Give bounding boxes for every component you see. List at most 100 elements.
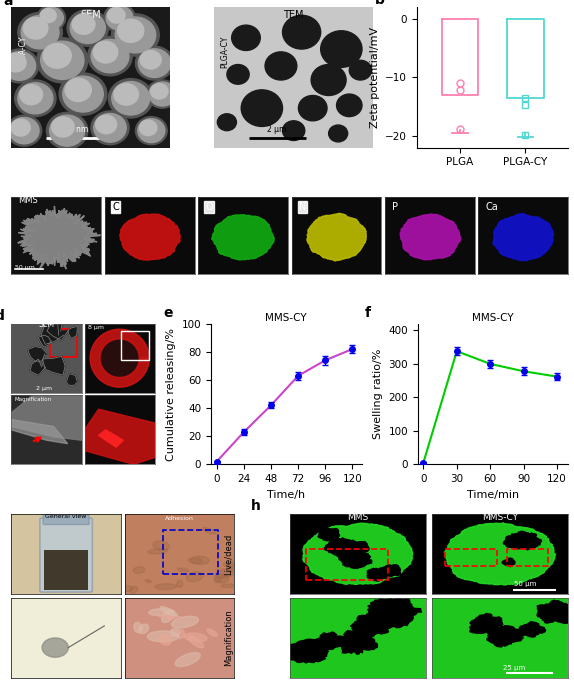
Polygon shape bbox=[506, 534, 536, 550]
Circle shape bbox=[150, 84, 168, 99]
Bar bbox=[306, 549, 388, 580]
Circle shape bbox=[9, 118, 39, 144]
FancyBboxPatch shape bbox=[43, 515, 89, 525]
Text: 50 μm: 50 μm bbox=[15, 264, 35, 270]
Text: 8 μm: 8 μm bbox=[88, 325, 104, 330]
Text: 50 μm: 50 μm bbox=[514, 582, 536, 588]
Polygon shape bbox=[470, 614, 503, 634]
Ellipse shape bbox=[170, 629, 180, 636]
Circle shape bbox=[349, 60, 371, 80]
Polygon shape bbox=[537, 600, 574, 623]
Text: MMS-CY: MMS-CY bbox=[482, 514, 518, 523]
Circle shape bbox=[232, 25, 260, 51]
Circle shape bbox=[139, 120, 157, 136]
Circle shape bbox=[37, 5, 65, 31]
Ellipse shape bbox=[130, 586, 138, 593]
Circle shape bbox=[118, 19, 144, 42]
Circle shape bbox=[311, 64, 346, 95]
Polygon shape bbox=[28, 347, 48, 361]
Ellipse shape bbox=[162, 610, 174, 623]
Circle shape bbox=[41, 41, 84, 79]
Text: General view: General view bbox=[45, 514, 87, 519]
Text: C: C bbox=[112, 202, 119, 212]
Text: 500 nm: 500 nm bbox=[59, 125, 88, 134]
Circle shape bbox=[94, 114, 126, 142]
Polygon shape bbox=[290, 598, 426, 678]
Circle shape bbox=[282, 15, 321, 49]
Ellipse shape bbox=[188, 636, 204, 648]
Circle shape bbox=[112, 82, 150, 115]
Circle shape bbox=[65, 78, 91, 101]
Ellipse shape bbox=[219, 575, 226, 578]
Polygon shape bbox=[302, 523, 413, 584]
Circle shape bbox=[115, 17, 156, 53]
Ellipse shape bbox=[118, 586, 133, 592]
Polygon shape bbox=[339, 551, 372, 569]
Bar bbox=[445, 549, 497, 566]
Polygon shape bbox=[41, 323, 64, 345]
Polygon shape bbox=[444, 523, 556, 585]
Circle shape bbox=[135, 116, 167, 145]
Polygon shape bbox=[511, 532, 533, 545]
Circle shape bbox=[20, 84, 42, 105]
Text: TEM: TEM bbox=[284, 10, 304, 20]
Ellipse shape bbox=[155, 584, 176, 590]
Circle shape bbox=[298, 95, 327, 121]
Ellipse shape bbox=[215, 577, 221, 583]
Polygon shape bbox=[18, 206, 100, 269]
Circle shape bbox=[140, 51, 161, 69]
Text: 25 μm: 25 μm bbox=[503, 665, 525, 671]
Text: PLGA-CY: PLGA-CY bbox=[220, 36, 230, 68]
Polygon shape bbox=[324, 538, 362, 558]
Ellipse shape bbox=[227, 564, 236, 571]
Polygon shape bbox=[432, 598, 568, 678]
Circle shape bbox=[329, 125, 348, 142]
Polygon shape bbox=[84, 409, 155, 464]
Circle shape bbox=[135, 47, 173, 80]
Circle shape bbox=[336, 94, 362, 116]
Title: MMS-CY: MMS-CY bbox=[472, 313, 514, 323]
Circle shape bbox=[21, 16, 59, 49]
Ellipse shape bbox=[187, 572, 203, 582]
Circle shape bbox=[7, 115, 42, 146]
Circle shape bbox=[91, 111, 129, 145]
Circle shape bbox=[96, 115, 117, 134]
Text: Live/dead: Live/dead bbox=[224, 534, 233, 575]
Circle shape bbox=[146, 80, 179, 108]
Bar bbox=[44, 550, 88, 590]
Ellipse shape bbox=[178, 630, 184, 639]
Text: 2 μm: 2 μm bbox=[36, 386, 52, 391]
Text: MMS: MMS bbox=[347, 514, 369, 523]
Polygon shape bbox=[470, 622, 490, 634]
Title: MMS-CY: MMS-CY bbox=[265, 313, 307, 323]
Text: Magnification: Magnification bbox=[224, 610, 233, 667]
Bar bbox=[50, 329, 77, 357]
Circle shape bbox=[49, 115, 84, 146]
Text: Ca: Ca bbox=[486, 202, 498, 212]
Circle shape bbox=[37, 38, 88, 83]
Text: a: a bbox=[3, 0, 13, 8]
Bar bbox=[164, 530, 218, 574]
Polygon shape bbox=[99, 430, 123, 447]
Circle shape bbox=[108, 8, 125, 23]
Ellipse shape bbox=[215, 569, 235, 578]
Text: e: e bbox=[163, 306, 172, 320]
Circle shape bbox=[18, 83, 53, 114]
Polygon shape bbox=[368, 597, 422, 629]
Text: MMS: MMS bbox=[18, 197, 37, 205]
Ellipse shape bbox=[177, 580, 183, 587]
Polygon shape bbox=[510, 532, 542, 549]
Ellipse shape bbox=[153, 541, 169, 550]
Polygon shape bbox=[367, 568, 389, 581]
Polygon shape bbox=[335, 631, 378, 654]
Circle shape bbox=[91, 39, 129, 73]
Polygon shape bbox=[400, 214, 460, 260]
Circle shape bbox=[5, 53, 26, 72]
Circle shape bbox=[18, 12, 63, 52]
FancyBboxPatch shape bbox=[40, 518, 92, 592]
Polygon shape bbox=[90, 329, 149, 387]
Ellipse shape bbox=[177, 568, 189, 572]
Ellipse shape bbox=[172, 616, 199, 628]
Text: P: P bbox=[392, 202, 398, 212]
Polygon shape bbox=[90, 329, 149, 387]
